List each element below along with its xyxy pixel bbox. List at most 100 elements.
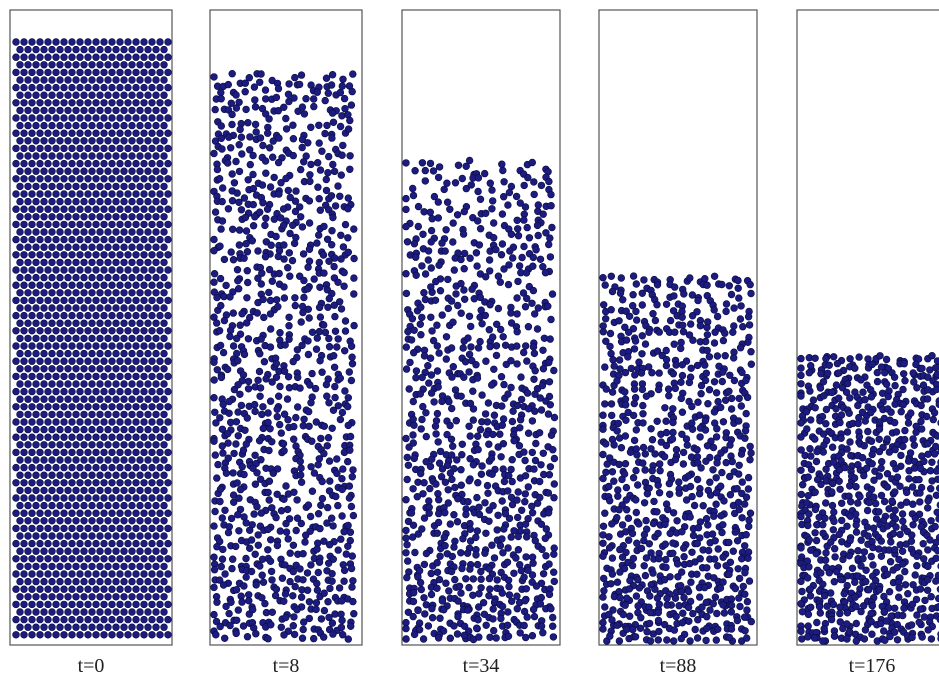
particle (442, 542, 449, 549)
particle (137, 259, 144, 266)
particle (294, 374, 301, 381)
particle (69, 479, 76, 486)
particle (57, 92, 64, 99)
particle (531, 311, 538, 318)
particle (125, 175, 132, 182)
particle (678, 395, 685, 402)
particle (93, 327, 100, 334)
particle (121, 593, 128, 600)
particle (652, 317, 659, 324)
particle (93, 267, 100, 274)
particle (256, 350, 263, 357)
particle (218, 226, 225, 233)
particle (447, 635, 454, 642)
particle (748, 450, 755, 457)
particle (530, 254, 537, 261)
particle (77, 312, 84, 319)
particle (624, 354, 631, 361)
particle (157, 403, 164, 410)
particle (290, 152, 297, 159)
particle (547, 463, 554, 470)
particle (45, 130, 52, 137)
particle (97, 502, 104, 509)
particle (61, 510, 68, 517)
particle (705, 547, 712, 554)
particle (41, 183, 48, 190)
particle (230, 470, 237, 477)
particle (441, 186, 448, 193)
particle (69, 54, 76, 61)
particle (45, 616, 52, 623)
particle (422, 178, 429, 185)
particle (13, 297, 20, 304)
particle (25, 502, 32, 509)
particle (65, 274, 72, 281)
particle (13, 358, 20, 365)
particle (719, 469, 726, 476)
particle (137, 563, 144, 570)
particle (467, 433, 474, 440)
particle (129, 487, 136, 494)
particle (61, 555, 68, 562)
particle (165, 616, 172, 623)
particle (314, 159, 321, 166)
particle (165, 358, 172, 365)
particle (254, 310, 261, 317)
particle (125, 388, 132, 395)
particle (844, 609, 851, 616)
particle (614, 378, 621, 385)
particle (29, 525, 36, 532)
particle (41, 533, 48, 540)
particle (129, 61, 136, 68)
particle (924, 547, 931, 554)
particle (129, 381, 136, 388)
particle (161, 168, 168, 175)
particle (525, 405, 532, 412)
particle (145, 457, 152, 464)
particle (141, 175, 148, 182)
particle (113, 517, 120, 524)
particle (25, 259, 32, 266)
particle (641, 562, 648, 569)
particle (81, 381, 88, 388)
particle (321, 590, 328, 597)
particle (700, 502, 707, 509)
particle (244, 633, 251, 640)
particle (242, 214, 249, 221)
particle (662, 541, 669, 548)
particle (101, 297, 108, 304)
particle (81, 502, 88, 509)
particle (141, 373, 148, 380)
particle (670, 638, 677, 645)
particle (847, 439, 854, 446)
particle (105, 46, 112, 53)
particle (337, 375, 344, 382)
particle (41, 350, 48, 357)
particle (522, 634, 529, 641)
particle (37, 419, 44, 426)
particle (646, 620, 653, 627)
particle (121, 213, 128, 220)
particle (629, 530, 636, 537)
particle (21, 130, 28, 137)
particle (671, 627, 678, 634)
particle (310, 96, 317, 103)
particle (97, 533, 104, 540)
particle (490, 616, 497, 623)
particle (323, 75, 330, 82)
particle (458, 590, 465, 597)
particle (864, 524, 871, 531)
particle (418, 314, 425, 321)
particle (229, 70, 236, 77)
particle (846, 483, 853, 490)
particle (244, 294, 251, 301)
particle (475, 634, 482, 641)
particle (634, 482, 641, 489)
particle (338, 256, 345, 263)
particle (610, 478, 617, 485)
particle (618, 444, 625, 451)
particle (17, 457, 24, 464)
particle (435, 496, 442, 503)
particle (153, 426, 160, 433)
particle (265, 410, 272, 417)
